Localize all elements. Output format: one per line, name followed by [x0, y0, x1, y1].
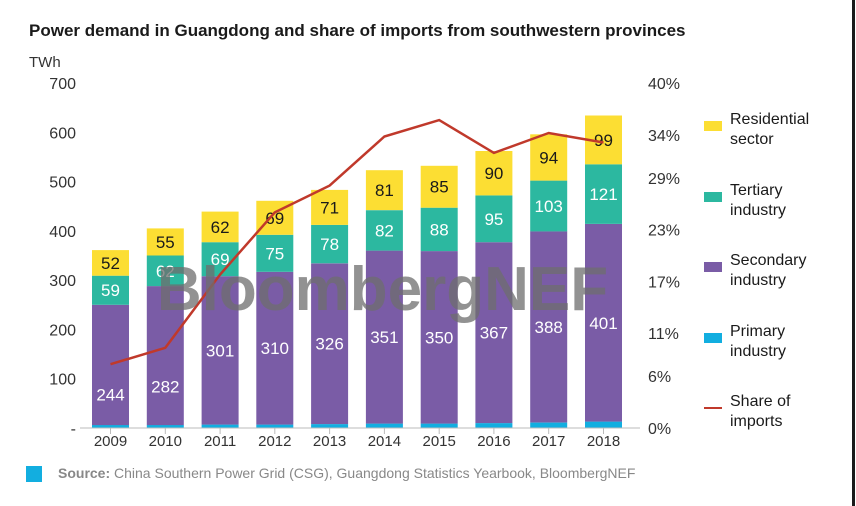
svg-text:52: 52: [101, 254, 120, 273]
svg-text:2018: 2018: [587, 433, 620, 450]
svg-text:351: 351: [370, 328, 398, 347]
svg-text:78: 78: [320, 235, 339, 254]
svg-text:94: 94: [539, 148, 558, 167]
svg-text:300: 300: [49, 273, 76, 290]
svg-text:0%: 0%: [648, 421, 671, 438]
svg-text:301: 301: [206, 341, 234, 360]
svg-text:310: 310: [261, 339, 289, 358]
svg-text:2015: 2015: [423, 433, 456, 450]
svg-text:367: 367: [480, 324, 508, 343]
svg-text:2016: 2016: [477, 433, 510, 450]
svg-text:29%: 29%: [648, 171, 680, 188]
svg-text:350: 350: [425, 328, 453, 347]
svg-text:23%: 23%: [648, 223, 680, 240]
svg-text:2012: 2012: [258, 433, 291, 450]
svg-text:55: 55: [156, 233, 175, 252]
svg-text:200: 200: [49, 322, 76, 339]
svg-text:62: 62: [211, 218, 230, 237]
svg-text:59: 59: [101, 281, 120, 300]
svg-text:700: 700: [49, 76, 76, 93]
svg-text:6%: 6%: [648, 369, 671, 386]
svg-text:2011: 2011: [204, 433, 236, 450]
svg-text:100: 100: [49, 372, 76, 389]
svg-text:71: 71: [320, 198, 339, 217]
svg-text:90: 90: [484, 164, 503, 183]
svg-text:244: 244: [96, 386, 124, 405]
svg-text:2010: 2010: [149, 433, 182, 450]
svg-text:82: 82: [375, 221, 394, 240]
svg-text:2009: 2009: [94, 433, 127, 450]
svg-text:95: 95: [484, 210, 503, 229]
svg-text:2014: 2014: [368, 433, 401, 450]
svg-text:2013: 2013: [313, 433, 346, 450]
svg-text:600: 600: [49, 125, 76, 142]
svg-text:-: -: [71, 421, 76, 438]
svg-text:121: 121: [589, 185, 617, 204]
svg-text:34%: 34%: [648, 128, 680, 145]
svg-text:326: 326: [315, 335, 343, 354]
svg-text:40%: 40%: [648, 76, 680, 93]
svg-text:85: 85: [430, 178, 449, 197]
svg-text:11%: 11%: [648, 326, 679, 343]
svg-text:88: 88: [430, 220, 449, 239]
svg-text:500: 500: [49, 175, 76, 192]
svg-text:81: 81: [375, 181, 394, 200]
svg-text:103: 103: [535, 197, 563, 216]
svg-text:282: 282: [151, 377, 179, 396]
svg-text:2017: 2017: [532, 433, 565, 450]
svg-text:400: 400: [49, 224, 76, 241]
svg-text:17%: 17%: [648, 274, 680, 291]
